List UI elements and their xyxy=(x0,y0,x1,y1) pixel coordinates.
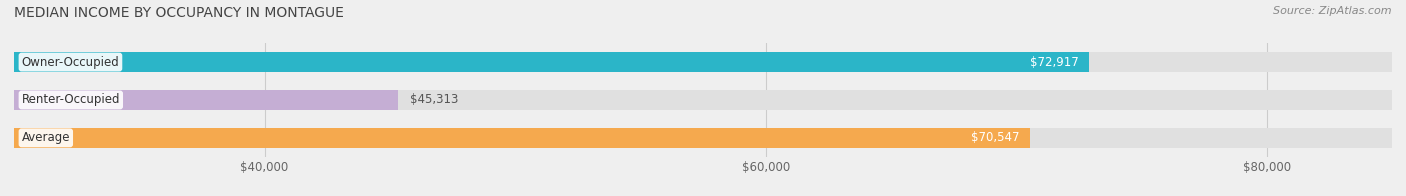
Bar xyxy=(14,128,1392,148)
Text: $72,917: $72,917 xyxy=(1031,56,1080,69)
Bar xyxy=(14,90,1392,110)
Text: $70,547: $70,547 xyxy=(972,131,1019,144)
Text: MEDIAN INCOME BY OCCUPANCY IN MONTAGUE: MEDIAN INCOME BY OCCUPANCY IN MONTAGUE xyxy=(14,6,344,20)
Text: Owner-Occupied: Owner-Occupied xyxy=(21,56,120,69)
Text: Source: ZipAtlas.com: Source: ZipAtlas.com xyxy=(1274,6,1392,16)
Bar xyxy=(14,90,398,110)
Text: Average: Average xyxy=(21,131,70,144)
Text: Renter-Occupied: Renter-Occupied xyxy=(21,93,120,106)
Bar xyxy=(14,128,1029,148)
Bar xyxy=(14,52,1392,72)
Bar xyxy=(14,52,1090,72)
Text: $45,313: $45,313 xyxy=(411,93,458,106)
